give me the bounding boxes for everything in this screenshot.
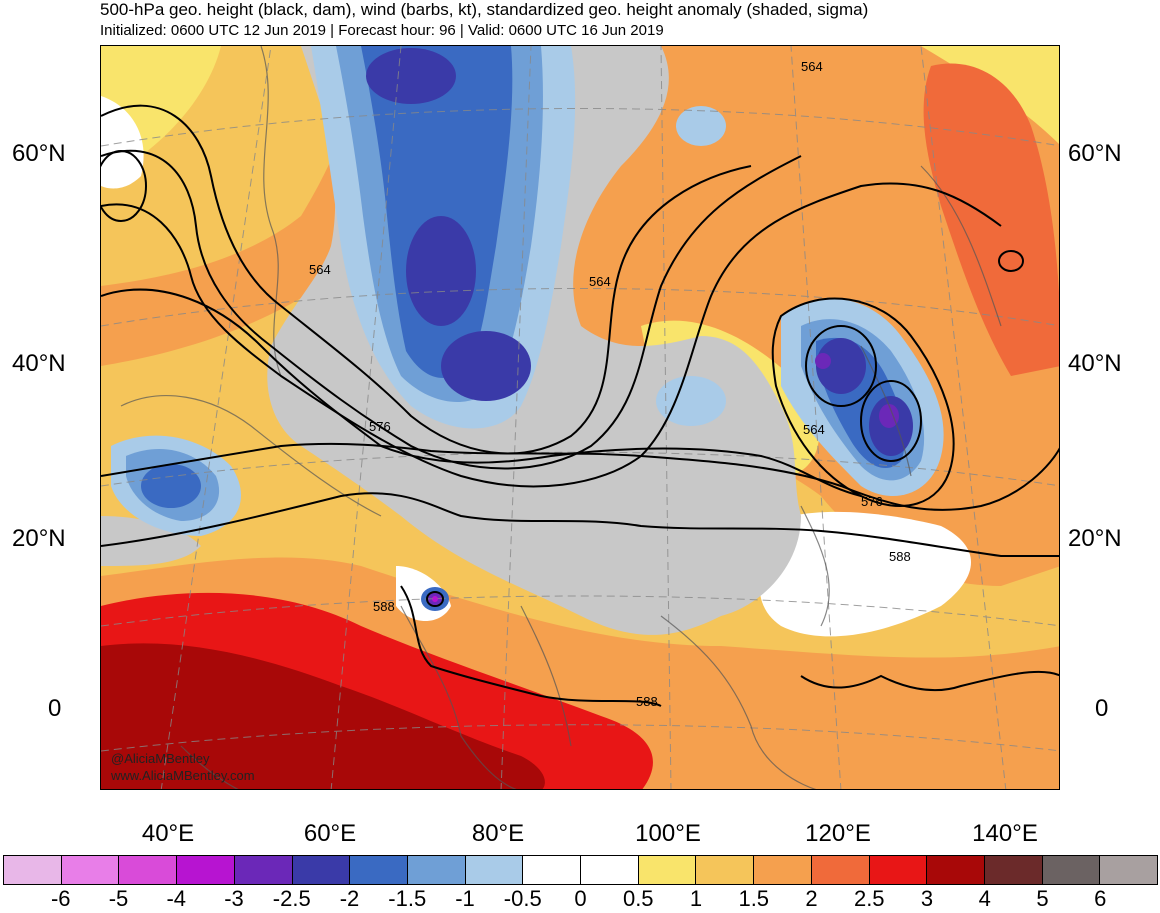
lon-label-120e: 120°E bbox=[805, 820, 871, 847]
contour-label: 576 bbox=[369, 419, 391, 434]
colorbar-swatch bbox=[1042, 856, 1101, 884]
colorbar-swatch bbox=[811, 856, 870, 884]
lon-label-40e: 40°E bbox=[141, 820, 195, 847]
colorbar-swatch bbox=[407, 856, 466, 884]
colorbar-swatch bbox=[581, 856, 639, 884]
colorbar-tick-label: -1.5 bbox=[388, 886, 427, 911]
colorbar-swatch bbox=[177, 856, 235, 884]
colorbar-swatch bbox=[523, 856, 582, 884]
colorbar-swatch bbox=[927, 856, 985, 884]
colorbar-tick-label: 6 bbox=[1094, 886, 1107, 911]
colorbar-tick-label: 1 bbox=[689, 886, 703, 911]
colorbar-swatch bbox=[638, 856, 697, 884]
colorbar-tick-label: -4 bbox=[166, 886, 187, 911]
colorbar-swatch bbox=[754, 856, 812, 884]
colorbar-tick-label: 2 bbox=[805, 886, 818, 911]
colorbar-tick-label: -1 bbox=[455, 886, 475, 911]
colorbar-tick-label: 0 bbox=[574, 886, 587, 911]
colorbar-tick-label: -2 bbox=[339, 886, 360, 911]
contour-label: 588 bbox=[636, 694, 658, 709]
colorbar-tick-label: -2.5 bbox=[272, 886, 311, 911]
colorbar-tick-label: 1.5 bbox=[738, 886, 770, 911]
colorbar-tick-label: -5 bbox=[108, 886, 129, 911]
colorbar-tick-label: -6 bbox=[50, 886, 71, 911]
colorbar-tick-label: 4 bbox=[978, 886, 991, 911]
lat-label-0-right: 0 bbox=[1095, 695, 1109, 722]
colorbar-swatch bbox=[292, 856, 351, 884]
lon-label-80e: 80°E bbox=[471, 820, 525, 847]
contour-label: 588 bbox=[889, 549, 911, 564]
colorbar-tick-label: 3 bbox=[920, 886, 934, 911]
colorbar-tick-label: -3 bbox=[224, 886, 244, 911]
credit-website: www.AliciaMBentley.com bbox=[111, 768, 255, 783]
contour-label: 564 bbox=[309, 262, 331, 277]
colorbar-tick-label: 0.5 bbox=[622, 886, 654, 911]
map-panel: 564 564 564 564 576 576 588 588 588 @Ali… bbox=[100, 45, 1060, 790]
anomaly-map: 564 564 564 564 576 576 588 588 588 bbox=[101, 46, 1059, 789]
lat-label-0-left: 0 bbox=[48, 695, 62, 722]
colorbar-swatch bbox=[4, 856, 62, 884]
colorbar-swatch bbox=[869, 856, 928, 884]
lat-label-60n-left: 60°N bbox=[12, 140, 66, 167]
colorbar-swatch bbox=[119, 856, 178, 884]
colorbar-tick-label: 2.5 bbox=[853, 886, 885, 911]
lat-label-20n-left: 20°N bbox=[12, 525, 66, 552]
credit-handle: @AliciaMBentley bbox=[111, 751, 210, 766]
colorbar-tick-label: 5 bbox=[1036, 886, 1049, 911]
colorbar-swatch bbox=[61, 856, 120, 884]
lat-label-40n-left: 40°N bbox=[12, 350, 66, 377]
chart-subtitle: Initialized: 0600 UTC 12 Jun 2019 | Fore… bbox=[100, 22, 664, 39]
colorbar-tick-label: -0.5 bbox=[503, 886, 542, 911]
colorbar-swatch bbox=[696, 856, 755, 884]
lat-label-60n-right: 60°N bbox=[1068, 140, 1122, 167]
contour-label: 564 bbox=[801, 59, 823, 74]
contour-label: 576 bbox=[861, 494, 883, 509]
colorbar-swatch bbox=[984, 856, 1043, 884]
chart-title: 500-hPa geo. height (black, dam), wind (… bbox=[100, 0, 869, 19]
colorbar-swatch bbox=[1100, 856, 1158, 884]
contour-label: 588 bbox=[373, 599, 395, 614]
lon-label-60e: 60°E bbox=[303, 820, 357, 847]
lon-label-100e: 100°E bbox=[635, 820, 701, 847]
contour-label: 564 bbox=[589, 274, 611, 289]
colorbar-swatch bbox=[465, 856, 524, 884]
contour-label: 564 bbox=[803, 422, 825, 437]
colorbar bbox=[3, 855, 1158, 885]
colorbar-swatch bbox=[234, 856, 293, 884]
lat-label-20n-right: 20°N bbox=[1068, 525, 1122, 552]
lat-label-40n-right: 40°N bbox=[1068, 350, 1122, 377]
lon-label-140e: 140°E bbox=[972, 820, 1038, 847]
colorbar-swatch bbox=[350, 856, 408, 884]
